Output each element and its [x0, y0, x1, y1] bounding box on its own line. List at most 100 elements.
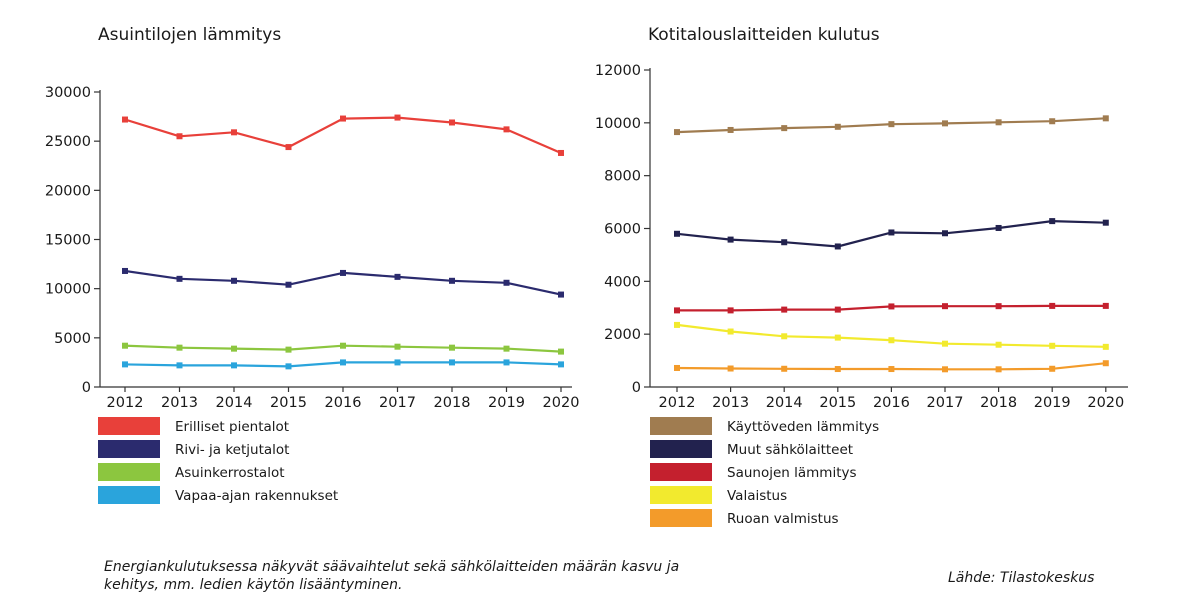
y-tick-label: 10000 — [45, 282, 91, 298]
data-point — [449, 359, 455, 366]
data-point — [503, 359, 510, 366]
data-point — [122, 116, 128, 123]
data-point — [449, 277, 455, 284]
data-point — [674, 129, 680, 136]
data-point — [942, 303, 948, 310]
x-tick-label: 2012 — [107, 395, 144, 411]
data-point — [834, 306, 841, 313]
data-point — [942, 230, 948, 237]
data-point — [394, 343, 401, 350]
y-tick-label: 30000 — [45, 85, 91, 101]
data-point — [834, 366, 841, 373]
data-point — [1102, 360, 1109, 367]
x-tick-label: 2014 — [216, 395, 253, 411]
chart-heating: Asuintilojen lämmitys 0 5000 10000 15000 2000… — [45, 25, 580, 504]
legend-label: Valaistus — [727, 488, 787, 504]
chart-title: Asuintilojen lämmitys — [98, 25, 281, 45]
x-tick-label: 2014 — [766, 395, 803, 411]
legend-label: Rivi- ja ketjutalot — [175, 442, 289, 458]
data-point — [888, 229, 895, 236]
source-credit: Lähde: Tilastokeskus — [948, 570, 1095, 586]
data-point — [449, 344, 455, 351]
y-tick-label: 4000 — [604, 274, 641, 290]
data-point — [674, 307, 680, 314]
data-point — [674, 364, 680, 371]
data-point — [340, 115, 346, 122]
data-point — [995, 224, 1002, 231]
x-tick-label: 2018 — [434, 395, 471, 411]
legend-swatch — [650, 509, 712, 527]
data-point — [1049, 302, 1056, 309]
data-point — [888, 121, 895, 128]
data-point — [340, 359, 346, 366]
x-tick-label: 2013 — [712, 395, 749, 411]
data-point — [727, 328, 734, 335]
legend-label: Vapaa-ajan rakennukset — [175, 488, 338, 504]
legend-swatch — [650, 463, 712, 481]
x-tick-label: 2016 — [873, 395, 910, 411]
data-point — [231, 129, 237, 136]
legend-label: Asuinkerrostalot — [175, 465, 285, 481]
data-point — [995, 366, 1002, 373]
data-point — [176, 344, 183, 351]
data-point — [834, 334, 841, 341]
data-point — [674, 321, 680, 328]
data-point — [231, 345, 237, 352]
data-point — [122, 267, 128, 274]
data-point — [781, 239, 788, 246]
x-tick-label: 2018 — [980, 395, 1017, 411]
data-point — [285, 144, 292, 151]
x-tick-label: 2020 — [543, 395, 580, 411]
legend-swatch — [98, 417, 160, 435]
data-point — [340, 342, 346, 349]
legend-swatch — [650, 486, 712, 504]
data-point — [888, 303, 895, 310]
chart-title: Kotitalouslaitteiden kulutus — [648, 25, 880, 45]
data-point — [781, 306, 788, 313]
data-point — [558, 291, 564, 298]
data-point — [781, 333, 788, 340]
data-point — [834, 243, 841, 250]
data-point — [176, 133, 183, 140]
legend-swatch — [650, 417, 712, 435]
data-point — [942, 120, 948, 127]
legend-swatch — [650, 440, 712, 458]
data-point — [503, 126, 510, 133]
data-point — [285, 363, 292, 370]
data-point — [285, 346, 292, 353]
y-tick-label: 15000 — [45, 233, 91, 249]
y-tick-label: 5000 — [54, 331, 91, 347]
y-tick-label: 20000 — [45, 183, 91, 199]
x-tick-label: 2017 — [379, 395, 416, 411]
data-point — [340, 269, 346, 276]
x-tick-label: 2015 — [819, 395, 856, 411]
data-point — [995, 341, 1002, 348]
legend-label: Muut sähkölaitteet — [727, 442, 853, 458]
data-point — [1102, 219, 1109, 226]
x-tick-label: 2012 — [659, 395, 696, 411]
data-point — [122, 361, 128, 368]
legend-swatch — [98, 440, 160, 458]
data-point — [176, 275, 183, 282]
data-point — [503, 279, 510, 286]
data-point — [781, 365, 788, 372]
data-point — [727, 307, 734, 314]
data-point — [449, 119, 455, 126]
data-point — [285, 281, 292, 288]
series-line-4 — [676, 323, 1106, 348]
data-point — [1049, 342, 1056, 349]
data-point — [995, 303, 1002, 310]
legend-label: Käyttöveden lämmitys — [727, 419, 879, 435]
x-tick-label: 2019 — [1034, 395, 1071, 411]
data-point — [727, 236, 734, 243]
data-point — [995, 119, 1002, 126]
y-tick-label: 6000 — [604, 222, 641, 238]
data-point — [231, 277, 237, 284]
x-tick-label: 2016 — [325, 395, 362, 411]
y-tick-label: 25000 — [45, 134, 91, 150]
data-point — [1102, 343, 1109, 350]
legend-label: Erilliset pientalot — [175, 419, 289, 435]
data-point — [394, 273, 401, 280]
series-line-1 — [124, 116, 562, 155]
